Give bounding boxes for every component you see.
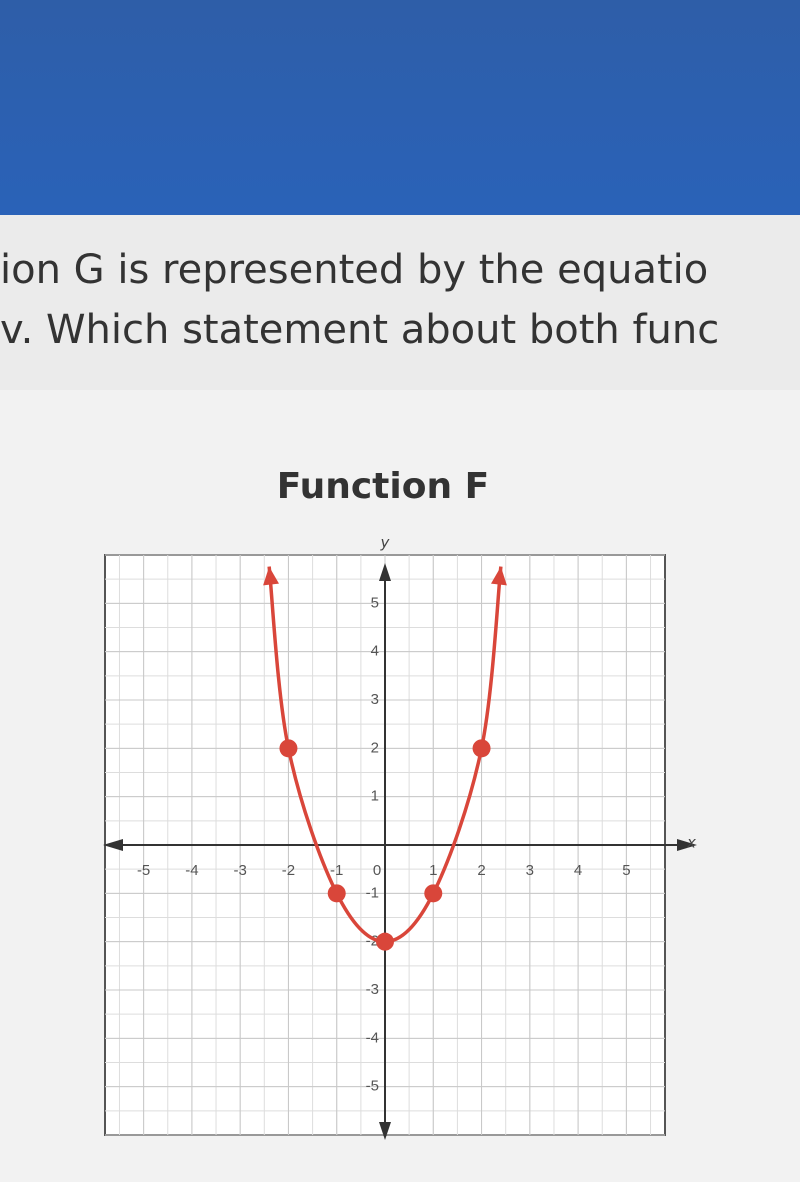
x-tick-label: -2 <box>282 862 295 879</box>
point <box>472 739 491 758</box>
question-line: ion G is represented by the equatio <box>0 247 708 293</box>
axis-arrow <box>379 563 391 581</box>
x-tick-label: 0 <box>373 862 381 879</box>
x-tick-label: 3 <box>526 862 534 879</box>
x-tick-label: -4 <box>185 862 198 879</box>
axis-arrow <box>379 1122 391 1140</box>
x-axis-label: x <box>686 834 696 852</box>
x-tick-label: -5 <box>137 862 150 879</box>
x-tick-label: 2 <box>477 862 485 879</box>
y-tick-label: 1 <box>371 788 379 805</box>
y-tick-label: 3 <box>371 691 379 708</box>
y-tick-label: 5 <box>371 594 379 611</box>
y-tick-label: 4 <box>371 643 379 660</box>
y-tick-label: -5 <box>366 1078 379 1095</box>
curve-arrow <box>263 566 279 586</box>
x-tick-label: 1 <box>429 862 437 879</box>
point <box>376 932 394 951</box>
x-tick-label: 5 <box>622 862 630 879</box>
y-axis-label: y <box>380 534 391 552</box>
point <box>327 884 346 903</box>
curve-arrow <box>491 566 507 586</box>
x-tick-label: -1 <box>330 862 343 879</box>
point <box>279 739 298 758</box>
chart-title: Function F <box>277 466 489 507</box>
y-tick-label: -4 <box>366 1029 379 1046</box>
y-tick-label: -1 <box>366 884 379 901</box>
question-line: v. Which statement about both func <box>0 307 719 353</box>
axis-arrow <box>103 839 123 851</box>
x-tick-label: 4 <box>574 862 582 879</box>
x-tick-label: -3 <box>234 862 247 879</box>
point <box>424 884 443 903</box>
y-tick-label: 2 <box>371 739 379 756</box>
y-tick-label: -3 <box>366 981 379 998</box>
header-band <box>0 0 800 215</box>
question-panel <box>0 215 800 390</box>
axis-arrow <box>677 839 697 851</box>
